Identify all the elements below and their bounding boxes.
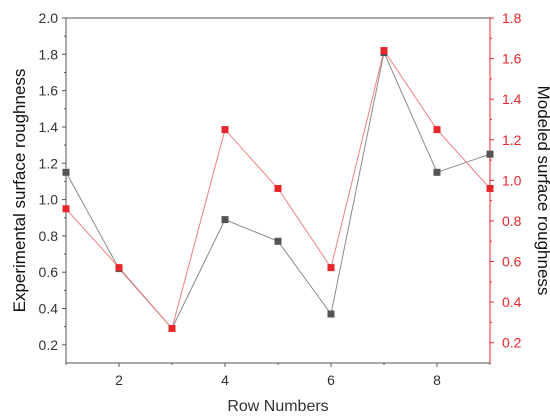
experimental-data-point (221, 216, 229, 224)
modeled-data-point (327, 264, 335, 272)
modeled-data-point (486, 185, 494, 192)
y-left-tick-label: 0.2 (39, 337, 59, 353)
x-tick-label: 4 (221, 372, 229, 388)
modeled-data-point (168, 325, 176, 332)
y-right-tick-label: 1.6 (502, 51, 522, 67)
y-right-tick-label: 1.4 (502, 91, 522, 107)
y-left-axis-title: Experimental surface roughness (10, 69, 29, 313)
experimental-data-point (486, 150, 494, 158)
y-right-tick-label: 1.8 (502, 10, 522, 26)
y-left-tick-label: 0.8 (39, 228, 59, 244)
x-tick-label: 8 (433, 372, 441, 388)
y-left-tick-label: 1.8 (39, 46, 59, 62)
x-tick-label: 6 (327, 372, 335, 388)
modeled-data-point (115, 264, 123, 272)
y-left-tick-label: 0.6 (39, 264, 59, 280)
x-tick-label: 2 (115, 372, 123, 388)
y-right-tick-label: 0.2 (502, 335, 522, 351)
y-right-tick-label: 0.8 (502, 213, 522, 229)
y-right-tick-label: 1.0 (502, 172, 522, 188)
experimental-data-point (327, 310, 335, 318)
y-right-tick-label: 1.2 (502, 132, 522, 148)
experimental-data-point (433, 168, 441, 176)
experimental-data-point (274, 237, 282, 245)
y-left-tick-label: 0.4 (39, 301, 59, 317)
modeled-data-point (62, 205, 70, 213)
y-left-tick-label: 1.6 (39, 83, 59, 99)
y-right-tick-label: 0.4 (502, 294, 522, 310)
modeled-data-point (433, 126, 441, 134)
modeled-data-point (221, 126, 229, 134)
y-right-axis-title: Modeled surface roughness (534, 86, 550, 296)
y-right-tick-label: 0.6 (502, 254, 522, 270)
y-left-tick-label: 1.2 (39, 155, 59, 171)
modeled-data-point (380, 47, 388, 54)
modeled-data-point (274, 185, 282, 192)
x-axis-title: Row Numbers (227, 398, 328, 415)
y-left-tick-label: 1.4 (39, 119, 59, 135)
y-left-tick-label: 2.0 (39, 10, 59, 26)
experimental-data-point (62, 168, 70, 176)
y-left-tick-label: 1.0 (39, 192, 59, 208)
